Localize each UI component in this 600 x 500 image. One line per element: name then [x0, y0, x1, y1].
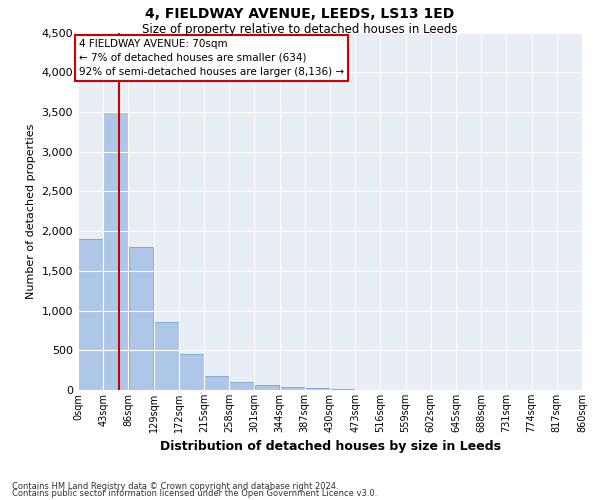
Bar — [179, 354, 204, 390]
Bar — [280, 387, 305, 390]
Bar — [229, 382, 254, 390]
Bar — [78, 239, 103, 390]
Y-axis label: Number of detached properties: Number of detached properties — [26, 124, 36, 299]
Bar — [204, 376, 229, 390]
Bar — [103, 112, 128, 390]
Text: 4 FIELDWAY AVENUE: 70sqm
← 7% of detached houses are smaller (634)
92% of semi-d: 4 FIELDWAY AVENUE: 70sqm ← 7% of detache… — [79, 39, 344, 77]
X-axis label: Distribution of detached houses by size in Leeds: Distribution of detached houses by size … — [160, 440, 500, 454]
Text: 4, FIELDWAY AVENUE, LEEDS, LS13 1ED: 4, FIELDWAY AVENUE, LEEDS, LS13 1ED — [145, 8, 455, 22]
Bar — [330, 389, 355, 390]
Bar — [128, 247, 154, 390]
Bar — [254, 385, 280, 390]
Bar — [305, 388, 330, 390]
Text: Contains public sector information licensed under the Open Government Licence v3: Contains public sector information licen… — [12, 489, 377, 498]
Bar — [154, 322, 179, 390]
Text: Contains HM Land Registry data © Crown copyright and database right 2024.: Contains HM Land Registry data © Crown c… — [12, 482, 338, 491]
Text: Size of property relative to detached houses in Leeds: Size of property relative to detached ho… — [142, 22, 458, 36]
